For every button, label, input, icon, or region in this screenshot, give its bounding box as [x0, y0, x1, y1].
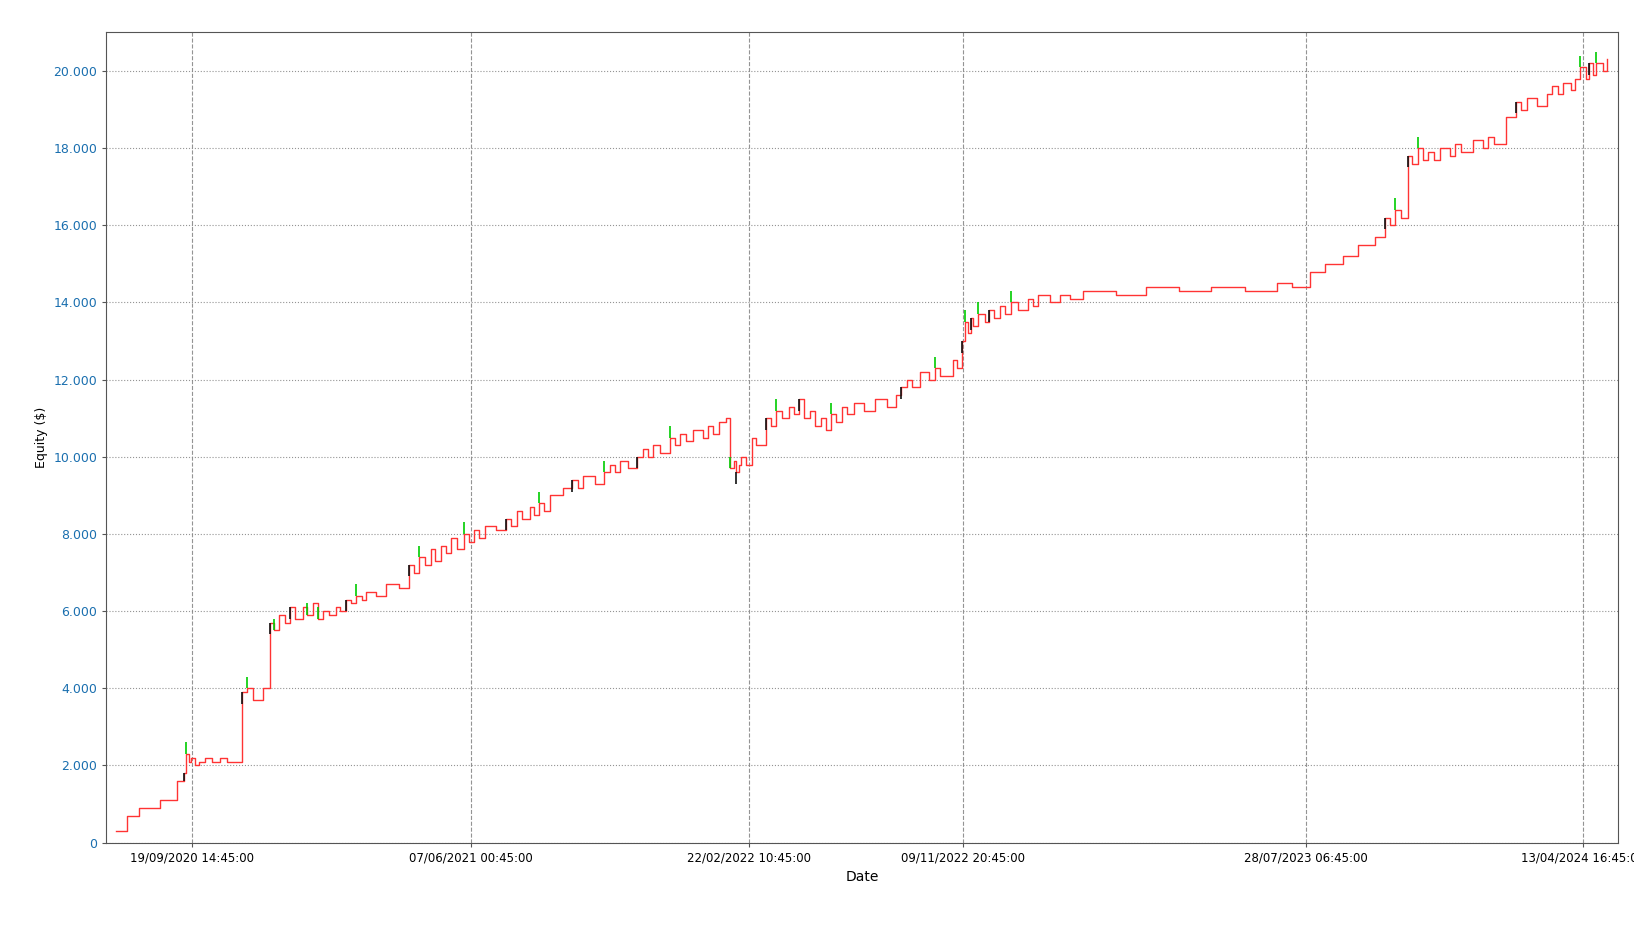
- X-axis label: Date: Date: [845, 870, 879, 884]
- Text: Equity Curve Detailed: Equity Curve Detailed: [10, 19, 230, 37]
- Y-axis label: Equity ($): Equity ($): [34, 407, 47, 469]
